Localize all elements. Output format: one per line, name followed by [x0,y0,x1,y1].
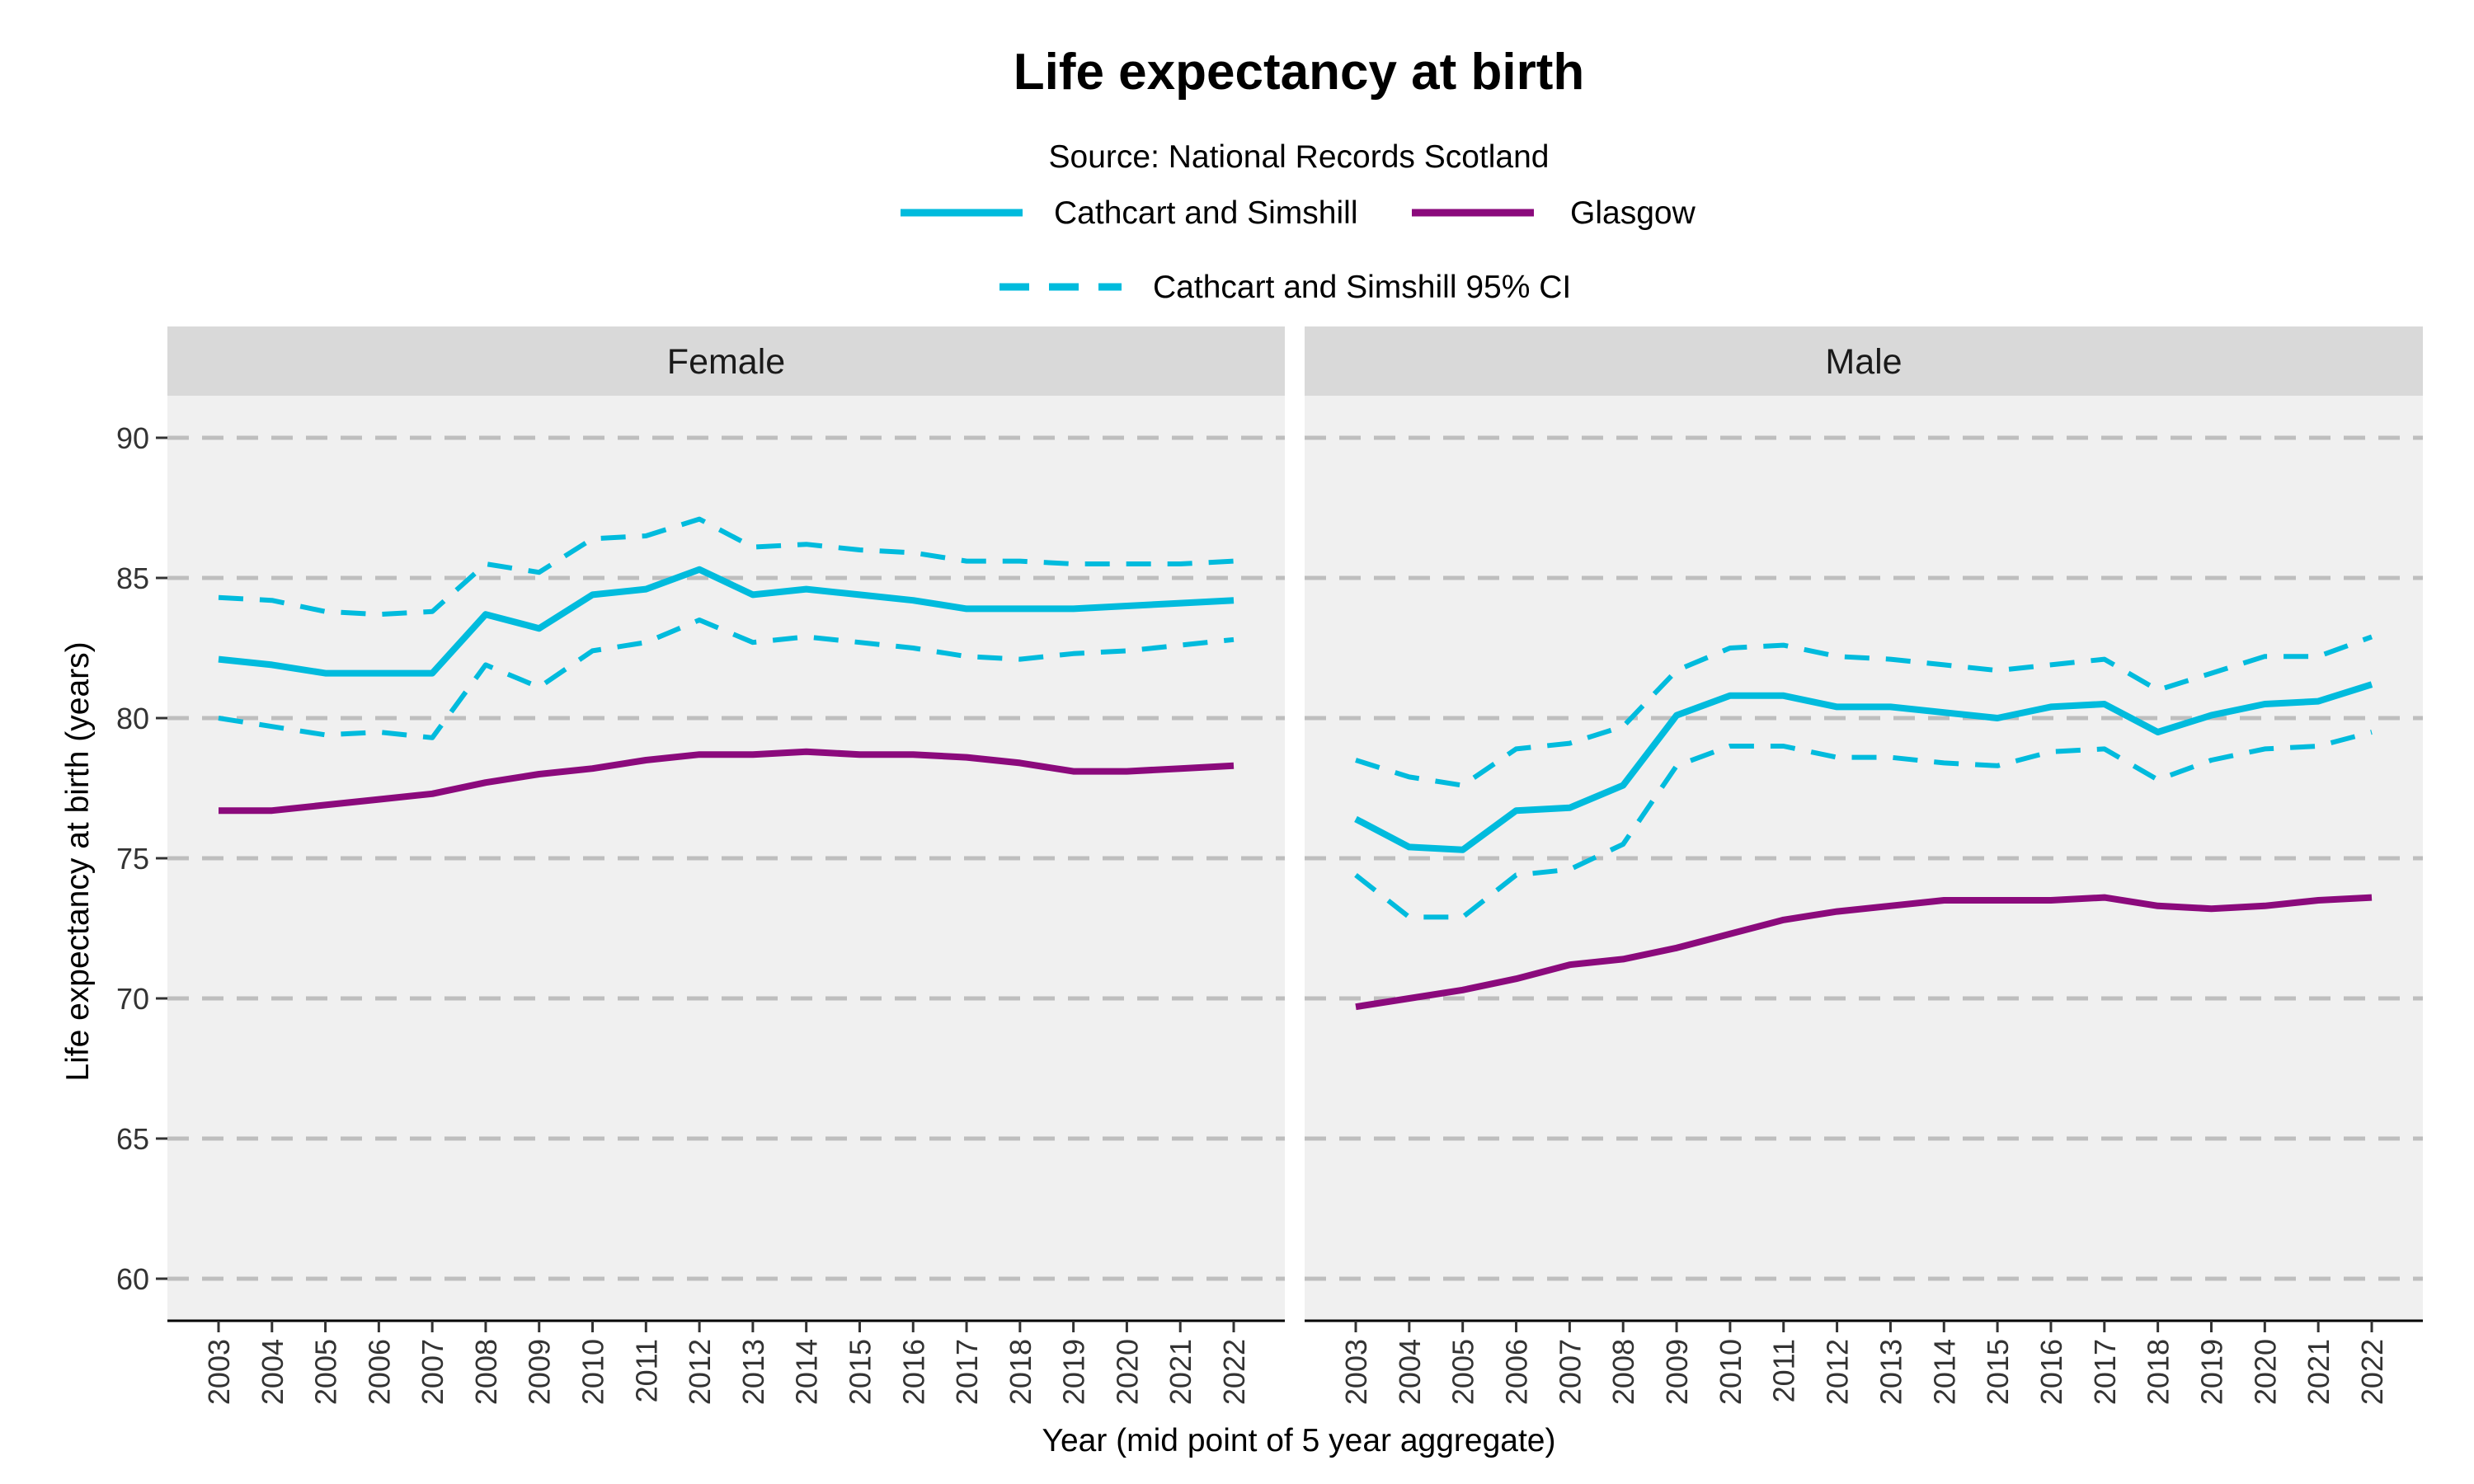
chart-subtitle: Source: National Records Scotland [1049,139,1550,175]
x-tick-label-2020: 2020 [2248,1339,2282,1405]
x-tick-label-2022: 2022 [1217,1339,1251,1405]
x-tick-label-2005: 2005 [309,1339,343,1405]
x-tick-label-2017: 2017 [2088,1339,2122,1405]
series-line-female-glasgow [219,748,1235,815]
legend: Cathcart and Simshill Glasgow Cathcart and… [901,195,1696,305]
panel-male: Male 2003 2004 2005 2006 2007 2008 2009 2010 2011… [1305,326,2423,1405]
x-tick-label-2010: 2010 [576,1339,610,1405]
y-tick-label-65: 65 [116,1122,149,1156]
series-line-female-cathcart-and-simshill [218,566,1235,677]
x-tick-label-2009: 2009 [1660,1339,1694,1405]
x-tick-label-2004: 2004 [1393,1339,1427,1405]
x-tick-label-2005: 2005 [1446,1339,1480,1405]
legend-label-cathcart-and-simshill-95-ci: Cathcart and Simshill 95% CI [1153,270,1571,305]
panel-strip-male [1305,326,2423,396]
x-tick-label-2011: 2011 [629,1339,663,1402]
x-tick-label-2008: 2008 [1606,1339,1640,1405]
x-tick-label-2021: 2021 [1164,1339,1197,1405]
x-tick-label-2021: 2021 [2302,1339,2335,1405]
y-axis-title: Life expectancy at birth (years) [60,641,96,1081]
x-tick-label-2009: 2009 [523,1339,557,1405]
x-tick-label-2007: 2007 [1553,1339,1587,1405]
x-tick-label-2011: 2011 [1767,1339,1801,1402]
x-tick-label-2013: 2013 [736,1339,770,1405]
x-tick-label-2015: 2015 [843,1339,877,1405]
x-tick-label-2012: 2012 [1821,1339,1855,1405]
legend-label-cathcart-and-simshill: Cathcart and Simshill [1054,195,1357,231]
y-tick-label-60: 60 [116,1262,149,1296]
x-tick-label-2022: 2022 [2355,1339,2389,1405]
legend-label-glasgow: Glasgow [1570,195,1696,231]
y-tick-label-85: 85 [116,561,149,595]
panel-female: Female 2003 2004 2005 2006 2007 2008 2009 2010 20… [116,326,1285,1405]
x-tick-label-2015: 2015 [1981,1339,2015,1405]
x-tick-label-2017: 2017 [950,1339,984,1405]
x-tick-label-2008: 2008 [469,1339,503,1405]
x-tick-label-2006: 2006 [1500,1339,1534,1405]
x-tick-label-2004: 2004 [256,1339,289,1405]
x-tick-label-2018: 2018 [2142,1339,2175,1405]
y-tick-label-80: 80 [116,702,149,735]
x-tick-label-2018: 2018 [1004,1339,1037,1405]
series-line-male-glasgow [1355,894,2373,1011]
y-tick-label-70: 70 [116,982,149,1016]
x-tick-label-2019: 2019 [2194,1339,2228,1405]
y-tick-label-75: 75 [116,842,149,876]
panels: Female 2003 2004 2005 2006 2007 2008 2009 2010 20… [116,326,2423,1405]
y-tick-label-90: 90 [116,421,149,455]
x-axis-title: Year (mid point of 5 year aggregate) [1042,1423,1556,1458]
x-tick-label-2020: 2020 [1110,1339,1144,1405]
x-tick-label-2014: 2014 [1927,1339,1961,1405]
series-line-male-cathcart-and-simshill-95-ci-lower [1354,730,2373,920]
series-line-female-cathcart-and-simshill-95-ci-upper [218,516,1235,618]
x-tick-label-2006: 2006 [362,1339,396,1405]
series-line-female-cathcart-and-simshill-95-ci-lower [218,618,1235,740]
x-tick-label-2007: 2007 [416,1339,449,1405]
series-line-male-cathcart-and-simshill [1354,681,2373,853]
chart-title: Life expectancy at birth [1014,44,1585,101]
x-tick-label-2019: 2019 [1057,1339,1091,1405]
x-tick-label-2003: 2003 [1339,1339,1373,1405]
x-tick-label-2014: 2014 [790,1339,824,1405]
panel-strip-label-male: Male [1825,342,1902,382]
x-tick-label-2016: 2016 [2034,1339,2068,1405]
series-line-male-cathcart-and-simshill-95-ci-upper [1355,634,2373,788]
panel-strip-label-female: Female [667,342,785,382]
x-tick-label-2013: 2013 [1874,1339,1907,1405]
x-tick-label-2010: 2010 [1714,1339,1747,1405]
x-tick-label-2012: 2012 [683,1339,717,1405]
panel-strip-female [167,326,1285,396]
x-tick-label-2003: 2003 [202,1339,236,1405]
x-tick-label-2016: 2016 [896,1339,930,1405]
